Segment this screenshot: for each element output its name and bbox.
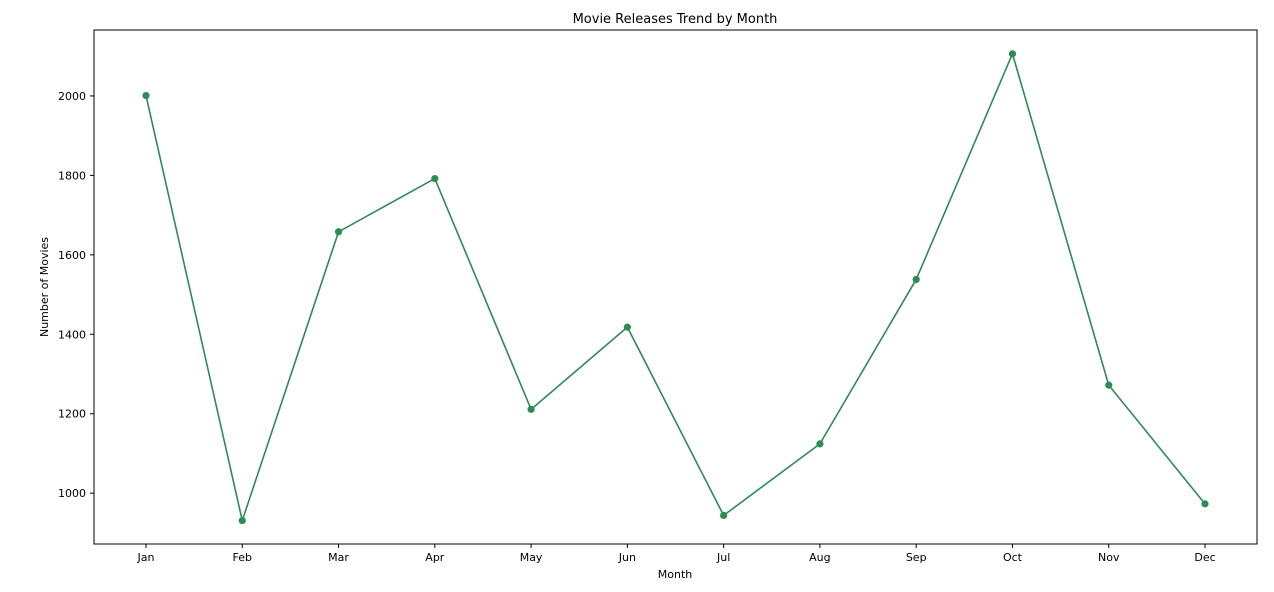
x-axis: Jan Feb Mar Apr May Jun Jul Aug Sep Oct Nov Dec <box>137 544 1216 564</box>
data-point <box>912 275 920 284</box>
data-point <box>431 174 439 183</box>
x-tick-label: Jan <box>137 551 155 564</box>
x-tick-label: Aug <box>809 551 830 564</box>
data-point <box>527 405 535 413</box>
y-tick-label: 1400 <box>58 328 86 341</box>
y-tick-label: 1000 <box>58 487 86 500</box>
data-point <box>142 91 150 100</box>
data-point <box>1105 381 1113 389</box>
x-tick-label: Oct <box>1003 551 1023 564</box>
data-point <box>623 323 631 331</box>
data-point <box>238 516 246 525</box>
y-tick-label: 2000 <box>58 90 86 103</box>
x-tick-label: Apr <box>425 551 445 564</box>
data-point <box>334 228 343 236</box>
y-tick-label: 1600 <box>58 249 86 262</box>
series-layer <box>142 50 1209 525</box>
data-point <box>816 440 824 448</box>
x-tick-label: Dec <box>1194 551 1215 564</box>
y-axis-label: Number of Movies <box>38 237 51 337</box>
x-tick-label: Nov <box>1098 551 1120 564</box>
chart-title: Movie Releases Trend by Month <box>573 12 778 27</box>
x-tick-label: Sep <box>906 551 927 564</box>
x-tick-label: Jun <box>618 551 636 564</box>
x-tick-label: Mar <box>328 551 349 564</box>
data-point <box>1201 500 1209 508</box>
series-line <box>145 53 1206 522</box>
x-tick-label: Feb <box>233 551 252 564</box>
y-tick-label: 1800 <box>58 169 86 182</box>
x-tick-label: Jul <box>716 551 730 564</box>
data-point <box>1008 50 1017 58</box>
plot-area <box>93 29 1258 545</box>
x-tick-label: May <box>520 551 543 564</box>
x-axis-label: Month <box>658 568 693 581</box>
data-point <box>720 511 728 520</box>
y-tick-label: 1200 <box>58 408 86 421</box>
y-axis: 1000 1200 1400 1600 1800 2000 <box>58 90 94 500</box>
